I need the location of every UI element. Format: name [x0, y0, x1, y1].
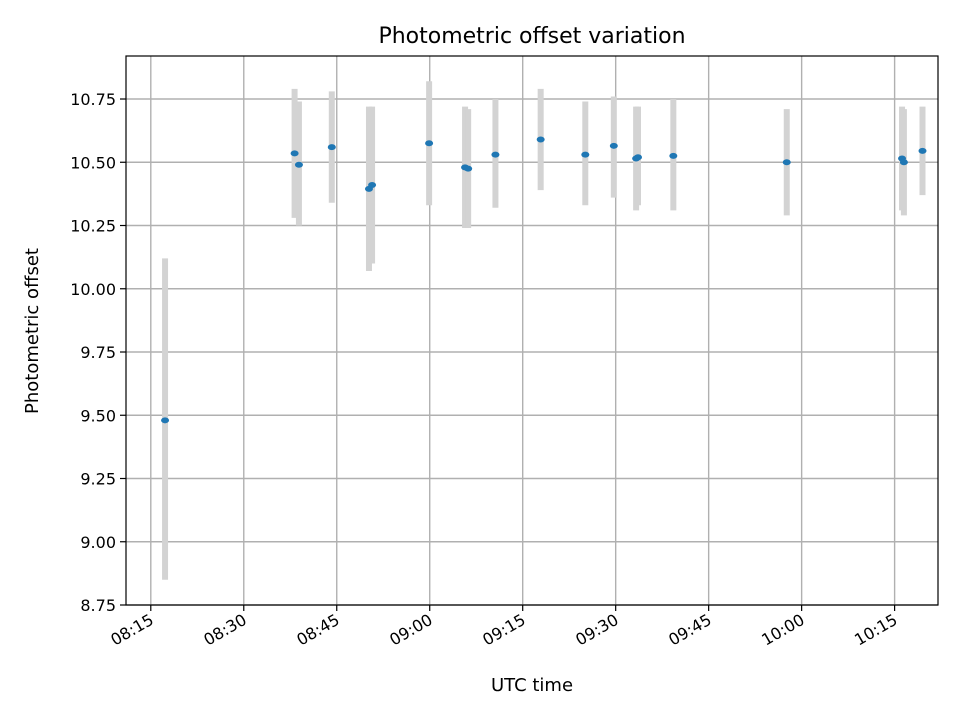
data-point: [918, 147, 927, 154]
y-tick-label: 9.75: [80, 343, 116, 362]
data-point: [633, 154, 642, 161]
chart-title: Photometric offset variation: [378, 24, 685, 49]
x-tick-label: 10:00: [758, 610, 807, 650]
data-point: [669, 152, 678, 159]
x-tick-label: 09:45: [665, 610, 714, 650]
data-point: [161, 417, 170, 424]
x-tick-label: 10:15: [851, 610, 900, 650]
y-tick-label: 10.50: [70, 153, 116, 172]
x-tick-label: 08:30: [200, 610, 249, 650]
y-tick-label: 10.75: [70, 90, 116, 109]
x-tick-label: 08:45: [293, 610, 342, 650]
y-tick-label: 10.00: [70, 280, 116, 299]
data-point: [536, 136, 545, 143]
y-tick-label: 10.25: [70, 217, 116, 236]
data-point: [581, 151, 590, 158]
x-axis-label: UTC time: [491, 675, 573, 696]
axis-ticks: 8.75 9.00 9.25 9.50 9.75 10.00 10.25 10.50 10.75…: [70, 90, 900, 650]
grid-lines: [126, 56, 938, 606]
data-point: [290, 150, 299, 157]
data-point: [294, 161, 303, 168]
data-point: [368, 182, 377, 189]
x-tick-label: 09:30: [572, 610, 621, 650]
data-point: [491, 151, 500, 158]
y-tick-label: 9.25: [80, 470, 116, 489]
plot-frame: [125, 55, 939, 606]
error-bars: [162, 81, 926, 580]
data-point: [425, 140, 434, 147]
y-tick-label: 8.75: [80, 596, 116, 615]
y-axis-label: Photometric offset: [22, 248, 43, 414]
x-tick-label: 09:00: [386, 610, 435, 650]
y-tick-label: 9.00: [80, 533, 116, 552]
data-point: [609, 142, 618, 149]
x-tick-label: 09:15: [479, 610, 528, 650]
data-point: [782, 159, 791, 166]
x-tick-label: 08:15: [107, 610, 156, 650]
data-point: [464, 165, 473, 172]
data-points: [161, 136, 927, 424]
y-tick-label: 9.50: [80, 406, 116, 425]
data-point: [899, 159, 908, 166]
data-point: [327, 144, 336, 151]
